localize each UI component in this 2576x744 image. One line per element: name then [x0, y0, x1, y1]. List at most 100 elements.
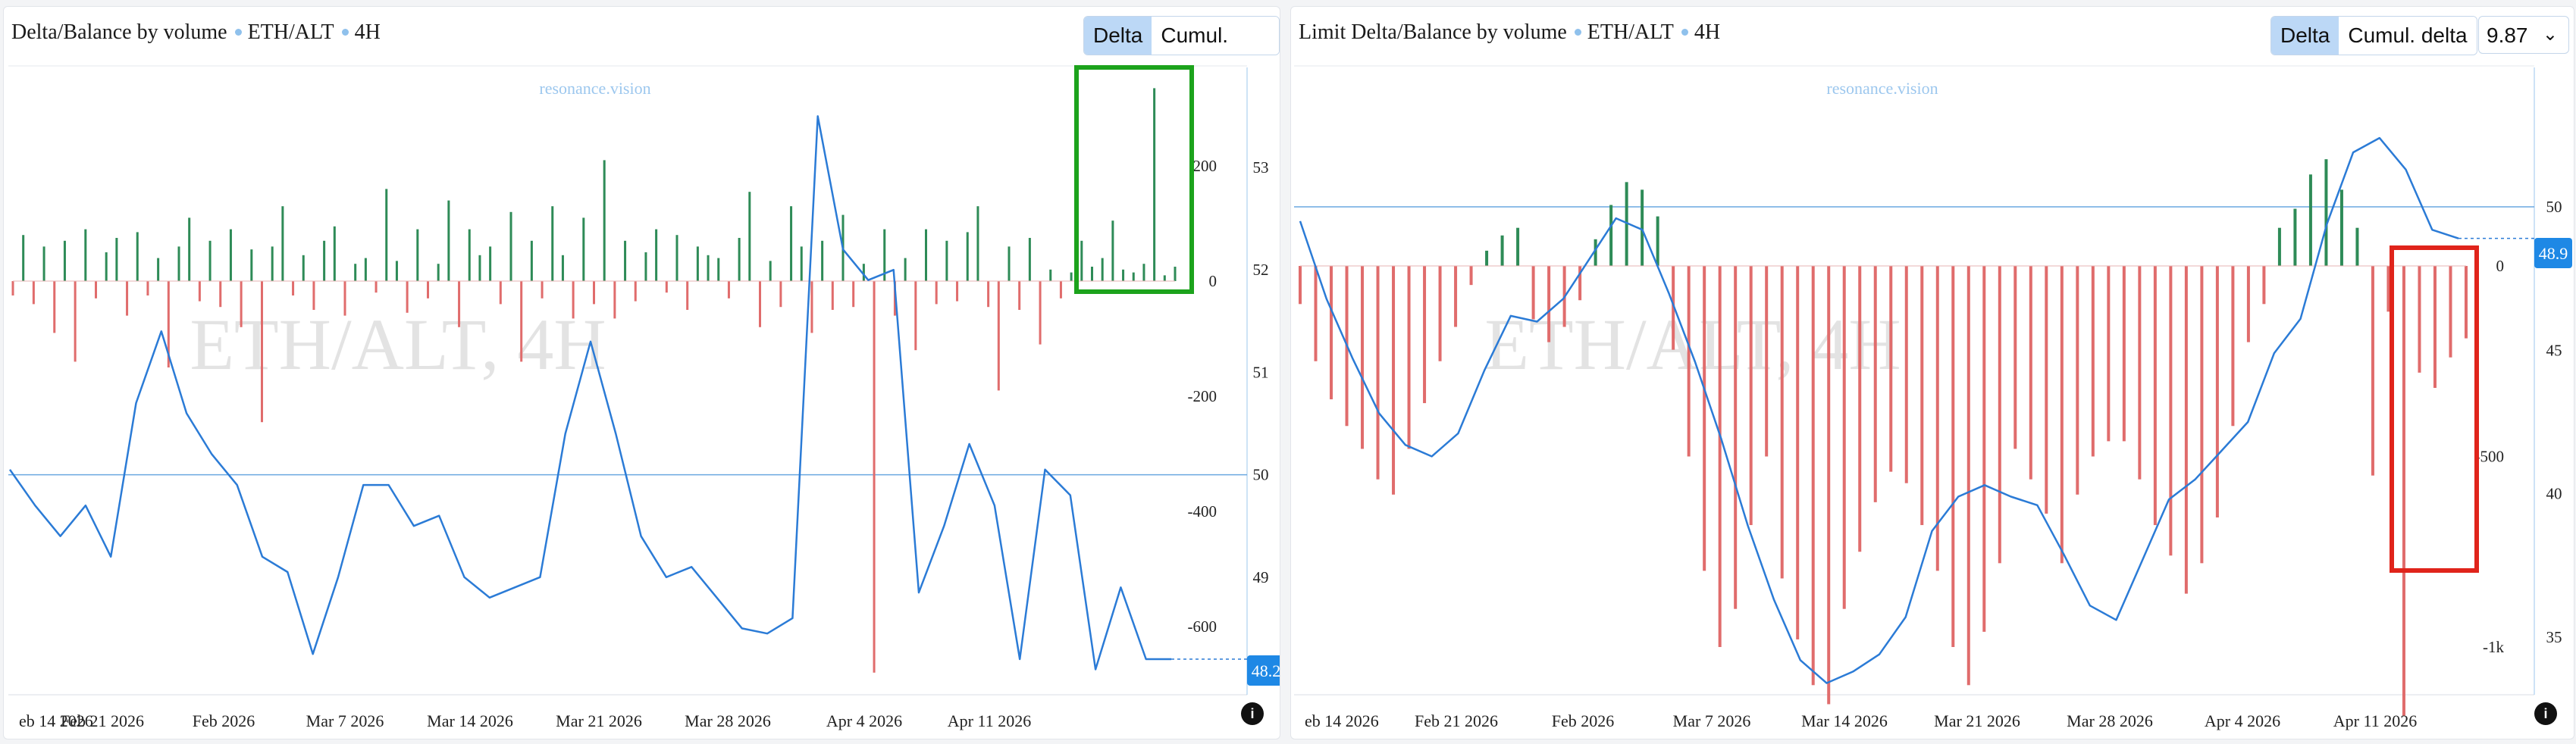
delta-bar — [115, 238, 118, 281]
delta-bar — [769, 261, 772, 281]
delta-bar — [2386, 266, 2390, 312]
delta-bar — [427, 281, 429, 299]
delta-bar — [1142, 264, 1145, 281]
delta-bar — [1951, 266, 1955, 647]
delta-bar — [1485, 250, 1489, 266]
delta-bar — [541, 281, 544, 299]
delta-bar — [1718, 266, 1722, 647]
x-tick-label: Mar 14 2026 — [1801, 711, 1888, 730]
balance-tick-label: 35 — [2546, 628, 2562, 646]
delta-bar — [1594, 239, 1597, 266]
symbol-watermark: ETH/ALT, 4H — [1484, 304, 1901, 385]
delta-bar — [1132, 272, 1135, 281]
delta-bar — [717, 258, 720, 281]
delta-bar — [395, 261, 398, 281]
panel-header: Limit Delta/Balance by volume ETH/ALT 4H D… — [1291, 7, 2574, 60]
delta-bar — [810, 281, 813, 333]
delta-bar — [42, 246, 45, 281]
delta-bar — [11, 281, 14, 295]
delta-bar — [707, 255, 710, 281]
symbol-label: ETH/ALT — [247, 20, 334, 44]
delta-bar — [2045, 266, 2048, 514]
delta-bar — [1920, 266, 1924, 526]
brand-watermark: resonance.vision — [539, 79, 650, 98]
dot-separator-icon — [234, 29, 242, 36]
brand-watermark: resonance.vision — [1826, 79, 1938, 98]
delta-bar — [167, 281, 170, 367]
x-tick-label: eb 14 2026 — [1305, 711, 1379, 730]
delta-bar — [1609, 205, 1613, 266]
x-tick-label: Mar 7 2026 — [1673, 711, 1751, 730]
delta-bar — [271, 246, 274, 281]
delta-bar — [1091, 267, 1093, 281]
delta-bar — [976, 206, 979, 281]
symbol-watermark: ETH/ALT, 4H — [190, 304, 606, 385]
info-icon[interactable]: i — [1241, 702, 1264, 725]
tab-delta[interactable]: Delta — [2271, 17, 2339, 55]
delta-bar — [1018, 281, 1021, 310]
x-tick-label: Mar 28 2026 — [2067, 711, 2153, 730]
level-select-value: 9.87 — [2487, 23, 2528, 47]
balance-tick-label: 50 — [1253, 466, 1269, 484]
delta-bar — [354, 264, 357, 281]
delta-bar — [1174, 267, 1177, 281]
delta-bar — [582, 217, 585, 281]
delta-bar — [250, 249, 253, 281]
dot-separator-icon — [1574, 29, 1581, 36]
tab-cumulative-delta[interactable]: Cumul. delta — [1152, 17, 1279, 55]
delta-bar — [2293, 208, 2297, 266]
limit-delta-balance-chart[interactable]: resonance.vision ETH/ALT, 4H 0 -500 -1k 50 45 4… — [1291, 7, 2574, 739]
x-tick-label: Feb 21 2026 — [1415, 711, 1498, 730]
delta-bar — [499, 281, 502, 305]
delta-bar — [2184, 266, 2188, 594]
delta-bar — [1703, 266, 1706, 571]
delta-bar — [2231, 266, 2235, 427]
delta-bar — [84, 229, 87, 281]
delta-bar — [2107, 266, 2111, 442]
delta-bar — [1578, 266, 1582, 301]
x-tick-label: Apr 4 2026 — [826, 711, 902, 730]
delta-bar — [1547, 266, 1551, 342]
delta-bar — [509, 211, 512, 281]
delta-bar — [468, 229, 471, 281]
delta-tick-label: 0 — [2496, 257, 2505, 275]
chart-title: Limit Delta/Balance by volume ETH/ALT 4H — [1299, 20, 1720, 45]
delta-bar — [2122, 266, 2126, 442]
x-tick-label: Apr 11 2026 — [948, 711, 1031, 730]
delta-balance-chart[interactable]: resonance.vision ETH/ALT, 4H 200 0 -200 -400 -… — [4, 7, 1280, 739]
dot-separator-icon — [1681, 29, 1688, 36]
delta-bar — [530, 240, 533, 281]
delta-bar — [416, 229, 419, 281]
delta-mode-toggle[interactable]: Delta Cumul. delta — [1083, 16, 1280, 55]
delta-bar — [2402, 266, 2405, 716]
balance-tick-label: 45 — [2546, 341, 2562, 359]
info-icon[interactable]: i — [2534, 702, 2557, 725]
symbol-label: ETH/ALT — [1587, 20, 1674, 44]
level-select[interactable]: 9.87 ⌄ — [2478, 16, 2569, 54]
delta-bar — [821, 240, 824, 281]
tab-cumulative-delta[interactable]: Cumul. delta — [2339, 17, 2477, 55]
delta-bar — [603, 160, 606, 281]
delta-bar — [945, 240, 948, 281]
limit-delta-balance-panel: Limit Delta/Balance by volume ETH/ALT 4H D… — [1290, 6, 2574, 739]
delta-bar — [343, 281, 346, 316]
delta-bar — [790, 206, 793, 281]
delta-bar — [198, 281, 201, 302]
dot-separator-icon — [341, 29, 349, 36]
delta-bar — [1059, 281, 1062, 299]
delta-bar — [437, 264, 440, 281]
tab-delta[interactable]: Delta — [1084, 17, 1152, 55]
delta-bar — [779, 281, 782, 308]
delta-bar — [1314, 266, 1318, 361]
delta-bar — [634, 281, 637, 302]
delta-bar — [997, 281, 1000, 391]
delta-bar — [1438, 266, 1442, 361]
delta-bar — [1153, 88, 1156, 282]
delta-bar — [1904, 266, 1908, 483]
delta-mode-toggle[interactable]: Delta Cumul. delta — [2270, 16, 2477, 55]
delta-bar — [593, 281, 595, 305]
delta-bar — [261, 281, 263, 423]
delta-bar — [2153, 266, 2157, 526]
delta-bar — [904, 258, 907, 281]
delta-bar — [2013, 266, 2017, 449]
